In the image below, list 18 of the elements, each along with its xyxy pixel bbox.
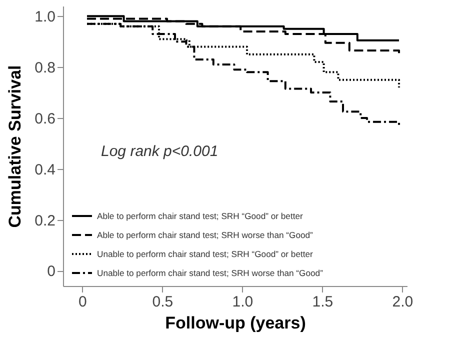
y-axis-title: Cumulative Survival — [6, 65, 25, 228]
y-tick-label: 0.4 — [34, 161, 56, 178]
legend-label: Able to perform chair stand test; SRH worse than “Good” — [97, 230, 314, 240]
y-tick-label: 0.2 — [34, 212, 56, 230]
x-tick-label: 1.0 — [232, 294, 254, 310]
x-tick-label: 0.5 — [152, 294, 174, 310]
x-tick-label: 0 — [78, 294, 87, 310]
legend-label: Unable to perform chair stand test; SRH worse than “Good” — [97, 268, 324, 278]
x-tick-label: 1.5 — [312, 294, 334, 310]
x-axis-title: Follow-up (years) — [165, 314, 306, 332]
x-tick-label: 2.0 — [392, 294, 414, 310]
y-tick-label: 0 — [47, 263, 56, 280]
y-tick-label: 0.6 — [34, 110, 56, 128]
legend-label: Able to perform chair stand test; SRH “Good” or better — [97, 211, 303, 221]
legend-label: Unable to perform chair stand test; SRH “Good” or better — [97, 249, 314, 259]
annotation: Log rank p<0.001 — [101, 143, 218, 160]
y-tick-label: 0.8 — [34, 60, 56, 77]
y-tick-label: 1.0 — [34, 8, 56, 26]
